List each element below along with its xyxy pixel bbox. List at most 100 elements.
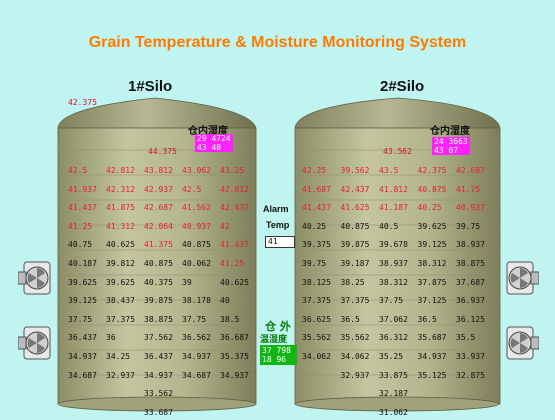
temperature-value: 39.625 [417, 221, 447, 231]
temperature-value: 35.5 [456, 333, 476, 343]
temperature-value: 39.678 [379, 240, 408, 250]
temperature-value: 38.25 [340, 277, 365, 287]
temperature-value: 39.75 [302, 259, 327, 268]
temperature-value: 37.75 [68, 314, 93, 324]
silo-2-humidity-label: 仓内湿度 [430, 126, 470, 137]
temperature-value: 43.812 [144, 166, 173, 175]
temperature-value: 37.375 [340, 296, 370, 306]
silo-2-humidity-line1: 24 3663 [434, 137, 468, 146]
temperature-value: 35.125 [417, 370, 447, 380]
outside-value-line2: 18 96 [262, 355, 287, 364]
temperature-value: 34.937 [144, 370, 173, 380]
silo-2-humidity-box: 24 3663 43 07 [432, 137, 470, 155]
temperature-value: 39.75 [456, 221, 481, 231]
temperature-value: 36.937 [456, 296, 485, 306]
temperature-value: 36.562 [182, 333, 211, 343]
temperature-value: 37.062 [379, 314, 408, 324]
outside-label-1: 仓 外 [265, 320, 291, 333]
temperature-value: 39.875 [144, 296, 173, 306]
temperature-value: 38.875 [456, 259, 485, 268]
temperature-value: 40.25 [417, 203, 442, 213]
temperature-value: 40.937 [182, 221, 211, 231]
temperature-value: 37.687 [456, 277, 485, 287]
temperature-value: 38.5 [220, 314, 240, 324]
silo-2-title: 2#Silo [380, 78, 425, 95]
temperature-value: 31.062 [379, 407, 408, 417]
temperature-value: 32.937 [106, 370, 135, 380]
temperature-value: 38.125 [302, 277, 331, 287]
temperature-value: 39.625 [106, 277, 135, 287]
alarm-label-2: Temp [266, 220, 290, 230]
temperature-value: 38.178 [182, 296, 211, 306]
temperature-value: 36.5 [340, 314, 360, 324]
temperature-value: 35.687 [417, 333, 447, 343]
temperature-value: 41.812 [379, 184, 408, 194]
temperature-value: 41.25 [220, 259, 245, 268]
temperature-value: 38.875 [144, 314, 173, 324]
temperature-value: 36.437 [144, 352, 173, 361]
temperature-value: 36.625 [302, 314, 331, 324]
temperature-value: 34.937 [220, 370, 249, 380]
temperature-value: 32.875 [456, 370, 485, 380]
temperature-value: 37.375 [302, 296, 331, 306]
temperature-value: 40.625 [106, 240, 135, 250]
temperature-value: 42.437 [220, 203, 249, 213]
fan-icon[interactable] [505, 258, 539, 298]
temperature-value: 40.75 [68, 240, 93, 250]
alarm-label-1: Alarm [263, 204, 289, 214]
silo-1-temperature-grid: 42.5 42.812 43.812 43.062 43.25 41.937 42.312 4… [68, 166, 258, 417]
temperature-value: 40.25 [302, 221, 327, 231]
silo-2-top-value: 43.562 [383, 147, 412, 156]
temperature-value: 37.375 [106, 314, 135, 324]
temperature-value: 43.25 [220, 166, 245, 175]
temperature-value: 40.937 [456, 203, 485, 213]
silo-1-humidity-label: 仓内湿度 [188, 126, 228, 137]
temperature-value: 37.75 [379, 296, 404, 306]
temperature-value: 38.937 [379, 259, 408, 268]
temperature-value: 41.437 [302, 203, 331, 213]
temperature-value: 39 [182, 277, 192, 287]
temperature-value: 42.375 [417, 166, 447, 175]
fan-icon[interactable] [18, 323, 52, 363]
fan-icon[interactable] [18, 258, 52, 298]
silo-1-humidity-line1: 29 4724 [197, 134, 231, 143]
fan-icon[interactable] [505, 323, 539, 363]
temperature-value: 33.687 [144, 407, 173, 417]
temperature-value: 41.625 [340, 203, 370, 213]
temperature-value: 42.5 [68, 166, 88, 175]
silo-2-humidity-line2: 43 07 [434, 146, 459, 155]
temperature-value: 43.5 [379, 166, 399, 175]
outside-value-line1: 37 798 [262, 346, 291, 355]
temperature-value: 39.375 [302, 240, 331, 250]
temperature-value: 37.875 [417, 277, 447, 287]
temperature-value: 37.562 [144, 333, 173, 343]
temperature-value: 35.375 [220, 352, 249, 361]
silo-1-title: 1#Silo [128, 78, 173, 95]
temperature-value: 42.064 [144, 221, 173, 231]
silo-2-shape [294, 97, 501, 412]
temperature-value: 39.125 [417, 240, 447, 250]
temperature-value: 38.312 [417, 259, 447, 268]
temperature-value: 38.312 [379, 277, 408, 287]
alarm-temp-input[interactable]: 41 [265, 236, 295, 248]
temperature-value: 41.187 [379, 203, 408, 213]
temperature-value: 39.562 [340, 166, 370, 175]
temperature-value: 39.187 [340, 259, 370, 268]
temperature-value: 36.687 [220, 333, 249, 343]
temperature-value: 36.437 [68, 333, 97, 343]
temperature-value: 37.125 [417, 296, 447, 306]
temperature-value: 40.375 [144, 277, 173, 287]
temperature-value: 42.812 [106, 166, 135, 175]
temperature-value: 40.875 [340, 221, 370, 231]
temperature-value: 41.437 [68, 203, 97, 213]
temperature-value: 32.187 [379, 389, 408, 399]
outside-label-2: 温湿度 [260, 335, 288, 345]
temperature-value: 42.5 [182, 184, 202, 194]
temperature-value: 38.437 [106, 296, 135, 306]
temperature-value: 40.875 [417, 184, 447, 194]
temperature-value: 42.25 [302, 166, 327, 175]
silo-1-humidity-line2: 43 48 [197, 143, 222, 152]
temperature-value: 33.875 [379, 370, 408, 380]
temperature-value: 41.437 [220, 240, 249, 250]
temperature-value: 43.062 [182, 166, 211, 175]
